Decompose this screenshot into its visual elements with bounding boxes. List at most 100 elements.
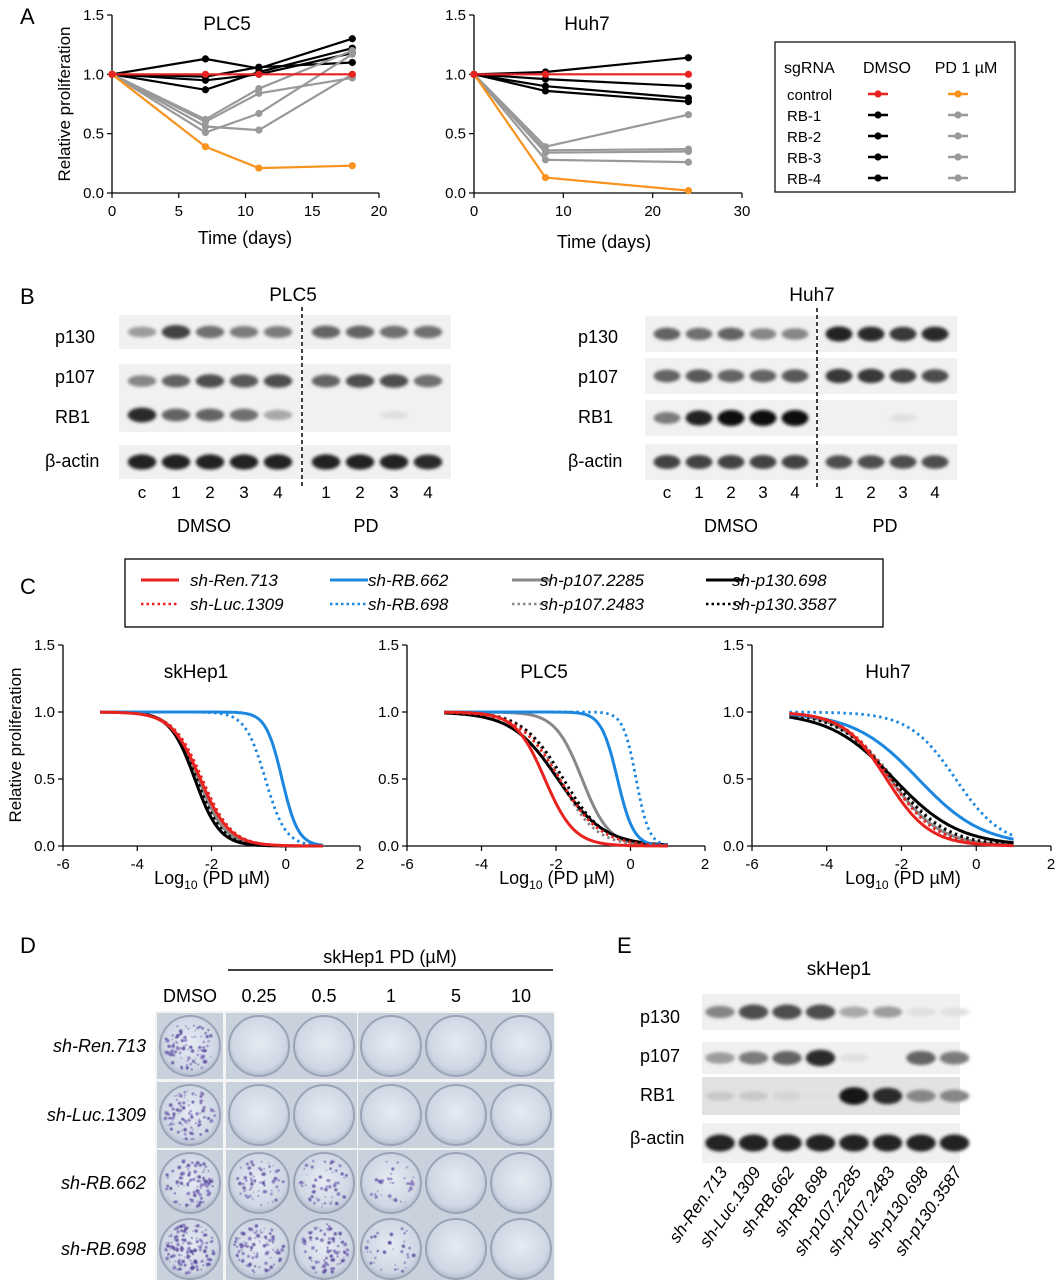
colony-dot	[173, 1192, 176, 1195]
colony-dot	[369, 1251, 372, 1254]
colony-dot	[178, 1121, 182, 1125]
text-label: 4	[273, 483, 282, 502]
text-label: 0.0	[445, 185, 466, 202]
colony-dot	[185, 1066, 189, 1070]
colony-dot	[202, 1106, 206, 1110]
text-label: 1	[386, 986, 396, 1006]
text-label: 0	[470, 203, 478, 220]
colony-dot	[175, 1098, 178, 1101]
colony-dot	[192, 1177, 196, 1181]
colony-dot	[406, 1182, 409, 1185]
colony-dot	[176, 1094, 179, 1097]
colony-dot	[181, 1046, 186, 1051]
colony-dot	[330, 1160, 334, 1164]
colony-dot	[189, 1204, 192, 1206]
series-line	[111, 47, 353, 91]
data-point	[255, 164, 263, 172]
colony-dot	[309, 1239, 312, 1242]
colony-dot	[202, 1093, 205, 1096]
colony-dot	[252, 1191, 255, 1194]
colony-dot	[335, 1251, 340, 1255]
colony-dot	[343, 1242, 348, 1247]
colony-dot	[193, 1024, 195, 1027]
blot-group-label: PD	[872, 516, 897, 536]
colony-dot	[394, 1264, 397, 1266]
colony-dot	[179, 1105, 183, 1108]
colony-dot	[196, 1026, 199, 1030]
colony-dot	[178, 1092, 181, 1095]
data-point	[348, 70, 356, 78]
colony-dot	[200, 1268, 202, 1271]
blot-protein-label: RB1	[578, 407, 613, 427]
colony-dot	[339, 1251, 341, 1253]
colony-dot	[182, 1242, 185, 1244]
colony-dot	[331, 1196, 334, 1199]
colony-dot	[197, 1175, 202, 1179]
colony-dot	[259, 1181, 262, 1184]
legend-frame	[124, 558, 884, 628]
blot-protein-label: RB1	[55, 407, 90, 427]
blot-title: skHep1	[807, 959, 871, 980]
text-label: 30	[734, 203, 751, 220]
colony-dot	[178, 1109, 182, 1113]
colony-dot	[336, 1245, 339, 1248]
colony-dot	[185, 1166, 188, 1168]
colony-dot	[203, 1049, 206, 1052]
colony-dot	[323, 1232, 326, 1235]
blot-band	[229, 454, 259, 470]
culture-dish	[228, 1218, 290, 1280]
colony-dot	[198, 1118, 200, 1121]
colony-dot	[242, 1232, 246, 1236]
colony-dot	[308, 1197, 311, 1200]
colony-dot	[175, 1183, 178, 1185]
data-point	[684, 70, 693, 78]
blot-band	[839, 1006, 869, 1018]
colony-dot	[206, 1179, 209, 1182]
colony-dot	[195, 1112, 199, 1116]
colony-dot	[208, 1177, 211, 1181]
colony-dot	[374, 1256, 377, 1260]
blot-band	[263, 454, 293, 470]
colony-dot	[174, 1095, 176, 1097]
colony-dot	[267, 1244, 270, 1247]
text-label: 0	[108, 203, 116, 220]
blot-band	[705, 1134, 735, 1152]
colony-dot	[256, 1254, 259, 1257]
colony-dot	[313, 1202, 316, 1205]
colony-dot	[189, 1249, 194, 1254]
dose-response-curve	[100, 710, 323, 848]
colony-dot	[303, 1168, 306, 1170]
x-axis-label-main: Log	[845, 868, 875, 888]
colony-dot	[387, 1177, 391, 1181]
colony-dot	[238, 1259, 241, 1261]
blot-protein-label: p107	[578, 367, 618, 387]
colony-dot	[207, 1170, 210, 1173]
colony-dot	[194, 1225, 196, 1227]
blot-band	[379, 374, 409, 388]
legend-row-label: RB-2	[787, 129, 821, 146]
colony-dot	[389, 1181, 392, 1184]
colony-dot	[202, 1249, 207, 1254]
text-label: -6	[745, 856, 758, 873]
colony-dot	[169, 1255, 173, 1258]
colony-dot	[190, 1242, 193, 1245]
panel-letter-e: E	[617, 933, 632, 958]
blot-protein-label: p130	[578, 327, 618, 347]
text-label: 3	[898, 483, 907, 502]
colony-dot	[190, 1126, 193, 1129]
data-point	[684, 147, 693, 156]
colony-dot	[262, 1190, 267, 1194]
culture-dish	[159, 1084, 221, 1146]
colony-dot	[187, 1048, 189, 1051]
colony-dot	[204, 1165, 207, 1168]
colony-dot	[340, 1258, 345, 1263]
colony-dot	[274, 1169, 279, 1173]
colony-dot	[204, 1031, 207, 1035]
blot-band	[195, 408, 225, 422]
colony-dot	[243, 1241, 245, 1243]
blot-title: Huh7	[789, 285, 834, 306]
colony-dot	[207, 1040, 210, 1043]
colony-dot	[193, 1249, 197, 1253]
colony-dot	[253, 1271, 256, 1274]
blot-band	[685, 410, 713, 426]
